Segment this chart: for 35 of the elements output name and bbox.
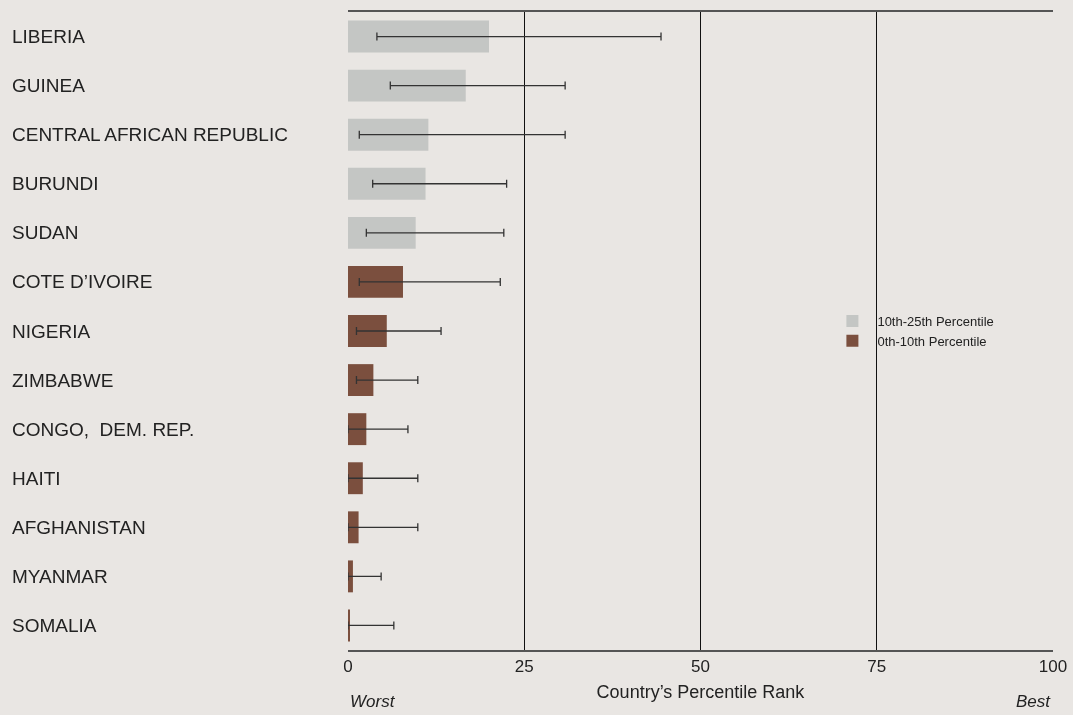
y-tick-label: CONGO, DEM. REP.: [12, 419, 195, 440]
y-tick-label: CENTRAL AFRICAN REPUBLIC: [12, 124, 288, 145]
x-tick-label: 75: [867, 657, 887, 677]
bar: [348, 69, 466, 102]
y-tick-label: NIGERIA: [12, 321, 91, 342]
y-tick-label: SOMALIA: [12, 615, 97, 636]
y-tick-label: MYANMAR: [12, 566, 108, 587]
x-axis-title: Country’s Percentile Rank: [596, 681, 806, 702]
x-tick-label: 0: [343, 657, 353, 677]
y-tick-label: AFGHANISTAN: [12, 517, 146, 538]
bar: [348, 560, 353, 593]
bar: [348, 364, 374, 397]
y-tick-label: GUINEA: [12, 75, 86, 96]
y-tick-label: COTE D’IVOIRE: [12, 271, 153, 292]
bar: [348, 216, 416, 249]
text: Best: [1016, 692, 1052, 711]
bar: [348, 413, 367, 446]
text: Worst: [350, 692, 396, 711]
y-tick-label: HAITI: [12, 468, 61, 489]
x-tick-label: 50: [691, 657, 710, 677]
bar: [348, 20, 489, 53]
y-tick-label: ZIMBABWE: [12, 370, 114, 391]
legend-label: 0th-10th Percentile: [877, 333, 987, 349]
bar: [348, 118, 429, 151]
legend-label: 10th-25th Percentile: [877, 314, 994, 330]
y-tick-label: SUDAN: [12, 222, 79, 243]
bar: [348, 511, 359, 544]
x-tick-label: 25: [514, 657, 534, 677]
bar: [348, 462, 363, 495]
y-tick-label: LIBERIA: [12, 26, 86, 47]
y-tick-label: BURUNDI: [12, 173, 99, 194]
x-tick-label: 100: [1038, 657, 1068, 677]
bar: [348, 167, 426, 200]
bar: [348, 315, 387, 347]
bar: [348, 265, 403, 298]
